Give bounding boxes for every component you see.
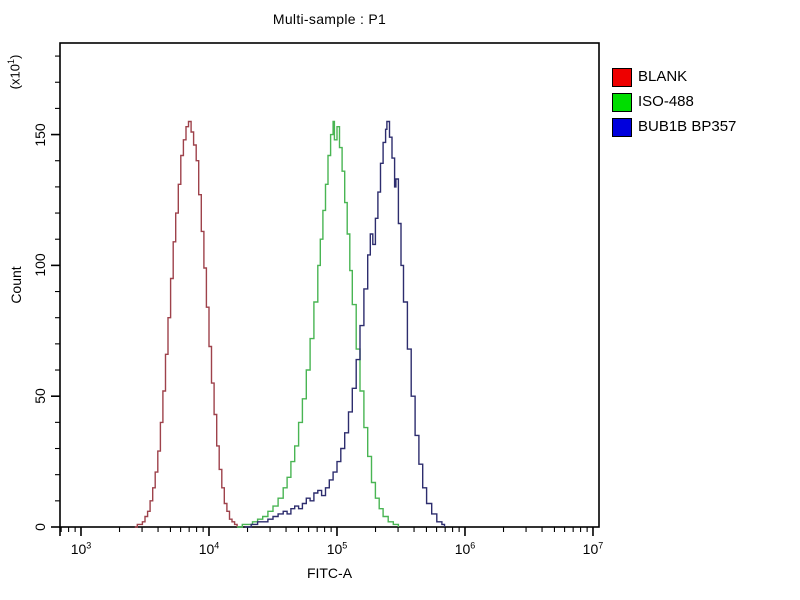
chart-title: Multi-sample : P1 [272, 11, 387, 27]
x-tick-label: 103 [70, 540, 92, 557]
legend-item-blank: BLANK [612, 67, 736, 87]
y-tick-label: 100 [32, 253, 48, 278]
y-tick-label: 50 [32, 388, 48, 404]
x-tick-label: 104 [198, 540, 220, 557]
y-tick-label: 0 [32, 523, 48, 531]
legend-swatch-red-icon [612, 67, 632, 87]
curve-bub1b-bp357 [244, 120, 446, 528]
y-axis-unit-label: (x101) [6, 54, 23, 90]
curve-iso-488 [237, 120, 400, 528]
y-tick-label: 150 [32, 122, 48, 147]
x-tick-label: 105 [326, 540, 348, 557]
legend-label: BUB1B BP357 [638, 118, 737, 135]
x-axis-label: FITC-A [306, 565, 353, 581]
y-axis-label: Count [8, 266, 24, 304]
legend-swatch-blue-icon [612, 117, 632, 137]
legend: BLANK ISO-488 BUB1B BP357 [612, 67, 737, 137]
legend-label: ISO-488 [638, 93, 694, 110]
legend-label: BLANK [638, 68, 688, 85]
legend-item-bub1b-bp357: BUB1B BP357 [612, 117, 737, 137]
x-tick-label: 106 [454, 540, 476, 557]
plot-frame [59, 42, 600, 528]
legend-swatch-green-icon [612, 92, 632, 112]
legend-item-iso-488: ISO-488 [612, 92, 736, 112]
x-tick-label: 107 [582, 540, 604, 557]
curve-blank [134, 120, 238, 528]
